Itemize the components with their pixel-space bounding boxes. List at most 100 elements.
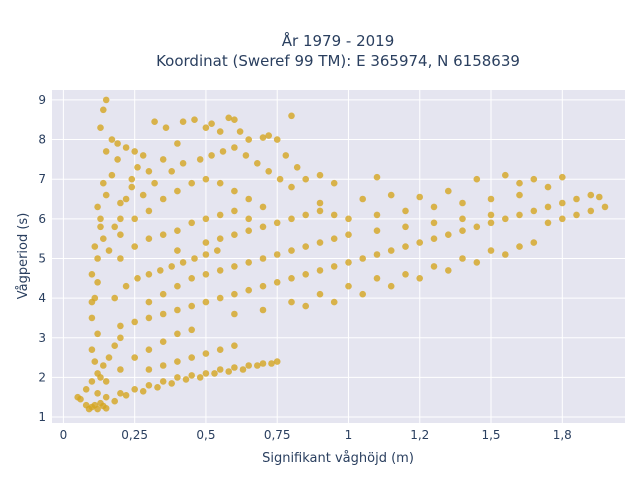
y-tick-label: 8 xyxy=(38,133,46,147)
data-point xyxy=(97,215,104,223)
data-point xyxy=(202,298,210,306)
data-point xyxy=(302,243,310,250)
data-point xyxy=(231,263,238,270)
data-point xyxy=(117,231,124,238)
data-point xyxy=(154,384,161,391)
data-point xyxy=(202,251,210,258)
data-point xyxy=(122,195,130,203)
data-point xyxy=(188,326,195,334)
data-point xyxy=(117,199,124,207)
data-point xyxy=(159,338,167,346)
data-point xyxy=(159,231,167,238)
data-point xyxy=(231,290,238,298)
data-point xyxy=(225,368,232,375)
data-point xyxy=(100,106,107,114)
data-point xyxy=(102,148,110,155)
data-point xyxy=(102,378,110,385)
data-point xyxy=(445,231,452,238)
data-point xyxy=(145,271,153,278)
data-point xyxy=(179,160,187,167)
x-tick-label: 0,75 xyxy=(264,428,291,442)
data-point xyxy=(245,215,252,223)
data-point xyxy=(402,243,409,250)
data-point xyxy=(487,195,495,203)
x-tick-label: 1,2 xyxy=(410,428,429,442)
data-point xyxy=(487,211,495,219)
data-point xyxy=(131,386,138,393)
data-point xyxy=(373,227,381,234)
data-point xyxy=(430,235,438,242)
data-point xyxy=(117,334,124,342)
data-point xyxy=(345,215,352,223)
data-point xyxy=(473,259,481,266)
data-point xyxy=(216,267,224,274)
data-point xyxy=(402,223,409,231)
data-point xyxy=(288,298,295,306)
data-point xyxy=(259,360,267,367)
data-point xyxy=(516,179,523,187)
data-point xyxy=(216,235,224,242)
data-point xyxy=(139,152,147,159)
y-axis-label: Vågperiod (s) xyxy=(16,213,31,300)
data-point xyxy=(231,310,238,318)
data-point xyxy=(94,405,101,413)
data-point xyxy=(117,390,124,397)
data-point xyxy=(359,290,367,298)
data-point xyxy=(159,310,167,318)
data-point xyxy=(253,160,261,167)
data-point xyxy=(159,156,167,163)
data-point xyxy=(111,223,118,231)
data-point xyxy=(94,255,101,262)
data-point xyxy=(259,203,267,211)
data-point xyxy=(245,227,252,234)
data-point xyxy=(91,358,99,365)
data-point xyxy=(245,286,252,294)
data-point xyxy=(445,267,452,274)
data-point xyxy=(117,322,124,330)
data-point xyxy=(288,247,295,254)
x-tick-label: 1,5 xyxy=(481,428,500,442)
data-point xyxy=(174,330,181,338)
data-point xyxy=(216,366,224,373)
data-point xyxy=(94,390,101,397)
data-point xyxy=(114,156,121,163)
data-point xyxy=(174,247,181,254)
y-axis-ticks: 1 2 3 4 5 6 7 8 9 xyxy=(38,93,46,424)
data-point xyxy=(402,207,409,215)
data-point xyxy=(94,203,101,211)
data-point xyxy=(225,114,232,122)
data-point xyxy=(102,405,110,412)
data-point xyxy=(196,374,204,381)
data-point xyxy=(168,168,175,175)
data-point xyxy=(216,294,224,302)
data-point xyxy=(134,275,141,282)
data-point xyxy=(430,219,438,227)
x-tick-label: 0 xyxy=(60,428,68,442)
data-point xyxy=(202,271,210,278)
data-point xyxy=(174,374,181,381)
data-point xyxy=(573,195,580,203)
data-point xyxy=(265,168,273,175)
data-point xyxy=(174,306,181,314)
data-point xyxy=(145,235,153,242)
data-point xyxy=(245,362,252,369)
data-point xyxy=(131,148,138,155)
data-point xyxy=(276,175,284,183)
data-point xyxy=(516,191,523,199)
data-point xyxy=(253,362,261,369)
data-point xyxy=(268,360,275,367)
data-point xyxy=(530,239,538,246)
data-point xyxy=(128,183,136,191)
data-point xyxy=(302,211,310,219)
data-point xyxy=(111,294,118,302)
data-points xyxy=(74,96,609,413)
x-tick-label: 1,8 xyxy=(553,428,572,442)
data-point xyxy=(145,314,153,322)
data-point xyxy=(188,275,195,282)
data-point xyxy=(359,195,367,203)
data-point xyxy=(330,179,338,187)
data-point xyxy=(188,302,195,310)
data-point xyxy=(174,227,181,234)
data-point xyxy=(91,243,99,250)
data-point xyxy=(100,235,107,242)
